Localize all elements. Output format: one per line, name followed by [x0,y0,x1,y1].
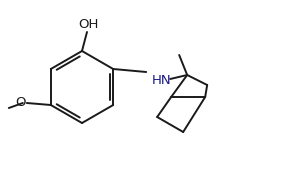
Text: O: O [15,96,26,109]
Text: OH: OH [78,18,98,31]
Text: HN: HN [151,74,171,87]
